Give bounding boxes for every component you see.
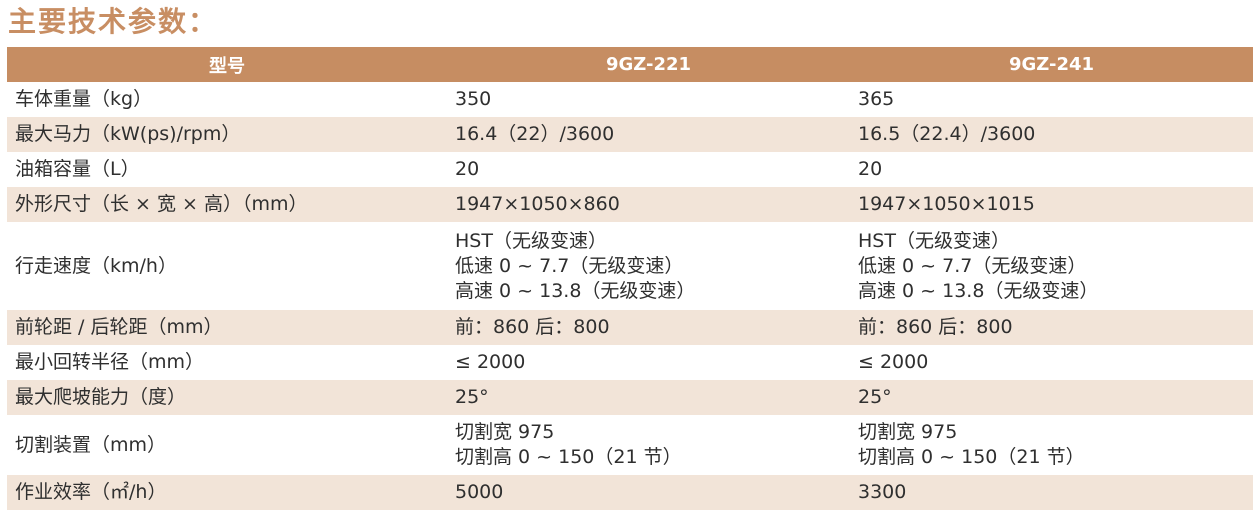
row-label: 切割装置（mm）: [15, 433, 167, 456]
row-label: 行走速度（km/h）: [15, 254, 177, 277]
value-line: 低速 0 ~ 7.7（无级变速）: [858, 254, 1087, 277]
value-9gz-221: HST（无级变速） 低速 0 ~ 7.7（无级变速） 高速 0 ~ 13.8（无级变…: [447, 222, 850, 310]
value-9gz-241: HST（无级变速） 低速 0 ~ 7.7（无级变速） 高速 0 ~ 13.8（无级变…: [850, 222, 1253, 310]
table-row: 外形尺寸（长 × 宽 × 高）（mm） 1947×1050×860 1947×105…: [7, 187, 1253, 222]
value-9gz-241: 25°: [850, 380, 1253, 415]
table-row: 行走速度（km/h） HST（无级变速） 低速 0 ~ 7.7（无级变速） 高速 0 …: [7, 222, 1253, 310]
value-9gz-221: 20: [447, 152, 850, 187]
value-9gz-241: 365: [850, 82, 1253, 117]
row-label: 最小回转半径（mm）: [15, 351, 205, 373]
value-line: 1947×1050×860: [455, 193, 620, 215]
value-line: 365: [858, 88, 895, 110]
value-9gz-221: 切割宽 975 切割高 0 ~ 150（21 节）: [447, 415, 850, 475]
row-label: 最大爬坡能力（度）: [7, 380, 447, 415]
row-label: 前轮距 / 后轮距（mm）: [7, 310, 447, 345]
table-row: 车体重量（kg） 350 365: [7, 82, 1253, 117]
value-9gz-221: ≤ 2000: [447, 345, 850, 380]
value-line: ≤ 2000: [858, 351, 929, 373]
value-9gz-221: 5000: [447, 475, 850, 510]
page-title: 主要技术参数：: [8, 5, 219, 38]
value-9gz-221: 1947×1050×860: [447, 187, 850, 222]
value-line: 切割高 0 ~ 150（21 节）: [858, 446, 1085, 468]
table-row: 最大马力（kW(ps)/rpm） 16.4（22）/3600 16.5（22.4）/…: [7, 117, 1253, 152]
table-row: 最大爬坡能力（度） 25° 25°: [7, 380, 1253, 415]
value-line: 3300: [858, 481, 907, 503]
value-line: 1947×1050×1015: [858, 193, 1035, 215]
value-line: 切割宽 975: [858, 421, 958, 443]
row-label: 最大马力（kW(ps)/rpm）: [7, 117, 447, 152]
header-9gz-241: 9GZ-241: [850, 47, 1253, 82]
table-row: 作业效率（㎡/h） 5000 3300: [7, 475, 1253, 510]
row-label: 车体重量（kg）: [15, 88, 153, 110]
value-line: 前：860 后：800: [455, 316, 610, 338]
row-label: 作业效率（㎡/h）: [7, 475, 447, 510]
value-line: 切割高 0 ~ 150（21 节）: [455, 446, 682, 468]
value-9gz-241: 前：860 后：800: [850, 310, 1253, 345]
table-row: 油箱容量（L） 20 20: [7, 152, 1253, 187]
value-line: 高速 0 ~ 13.8（无级变速）: [858, 279, 1099, 302]
spec-table: 型号 9GZ-221 9GZ-241 车体重量（kg） 350 365 最大马力（kW…: [7, 47, 1253, 510]
value-9gz-221: 350: [447, 82, 850, 117]
value-9gz-241: 1947×1050×1015: [850, 187, 1253, 222]
value-line: 高速 0 ~ 13.8（无级变速）: [455, 279, 696, 302]
row-label: 油箱容量（L）: [15, 158, 140, 180]
value-line: 前：860 后：800: [858, 316, 1013, 338]
value-9gz-241: 20: [850, 152, 1253, 187]
value-9gz-221: 16.4（22）/3600: [447, 117, 850, 152]
table-row: 前轮距 / 后轮距（mm） 前：860 后：800 前：860 后：800: [7, 310, 1253, 345]
value-line: 切割宽 975: [455, 421, 555, 443]
value-line: HST（无级变速）: [455, 229, 607, 252]
table-row: 切割装置（mm） 切割宽 975 切割高 0 ~ 150（21 节） 切割宽 975 切…: [7, 415, 1253, 475]
value-line: ≤ 2000: [455, 351, 526, 373]
value-line: 16.5（22.4）/3600: [858, 123, 1036, 145]
value-9gz-241: 3300: [850, 475, 1253, 510]
value-line: HST（无级变速）: [858, 229, 1010, 252]
value-line: 20: [455, 158, 480, 180]
value-line: 25°: [858, 386, 892, 408]
value-line: 350: [455, 88, 492, 110]
value-9gz-221: 前：860 后：800: [447, 310, 850, 345]
value-line: 20: [858, 158, 883, 180]
value-line: 25°: [455, 386, 489, 408]
value-line: 16.4（22）/3600: [455, 123, 615, 145]
value-line: 5000: [455, 481, 504, 503]
value-9gz-241: ≤ 2000: [850, 345, 1253, 380]
header-9gz-221: 9GZ-221: [447, 47, 850, 82]
header-model: 型号: [7, 47, 447, 82]
row-label: 外形尺寸（长 × 宽 × 高）（mm）: [7, 187, 447, 222]
table-header-row: 型号 9GZ-221 9GZ-241: [7, 47, 1253, 82]
value-9gz-241: 16.5（22.4）/3600: [850, 117, 1253, 152]
value-line: 低速 0 ~ 7.7（无级变速）: [455, 254, 684, 277]
table-row: 最小回转半径（mm） ≤ 2000 ≤ 2000: [7, 345, 1253, 380]
value-9gz-241: 切割宽 975 切割高 0 ~ 150（21 节）: [850, 415, 1253, 475]
value-9gz-221: 25°: [447, 380, 850, 415]
